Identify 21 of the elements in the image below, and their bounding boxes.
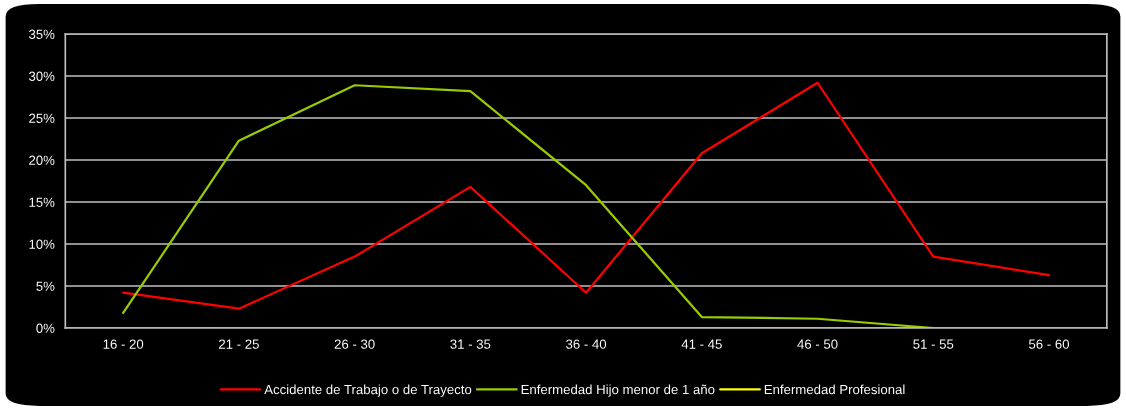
y-tick-label: 20% <box>29 155 55 165</box>
y-tick-label: 30% <box>28 71 55 81</box>
y-tick-label: 15% <box>29 197 55 207</box>
legend-label: Enfermedad Profesional <box>764 384 905 395</box>
line-series <box>122 81 1051 310</box>
y-tick-label: 35% <box>28 29 55 39</box>
x-tick-label: 46 - 50 <box>797 339 838 349</box>
y-tick-label: 10% <box>29 239 55 249</box>
x-tick-label: 16 - 20 <box>103 339 144 349</box>
x-tick-label: 56 - 60 <box>1028 339 1070 349</box>
x-tick-label: 31 - 35 <box>450 339 491 349</box>
x-tick-label: 51 - 55 <box>913 339 954 349</box>
legend-label: Accidente de Trabajo o de Trayecto <box>264 384 472 397</box>
x-tick-label: 26 - 30 <box>334 339 375 349</box>
legend-label: Enfermedad Hijo menor de 1 año <box>521 384 715 397</box>
y-tick-label: 0% <box>36 323 55 333</box>
y-tick-label: 25% <box>29 113 55 123</box>
y-tick-label: 5% <box>36 281 55 291</box>
x-tick-label: 41 - 45 <box>681 339 722 349</box>
x-tick-label: 21 - 25 <box>219 339 259 349</box>
x-tick-label: 36 - 40 <box>566 339 607 349</box>
